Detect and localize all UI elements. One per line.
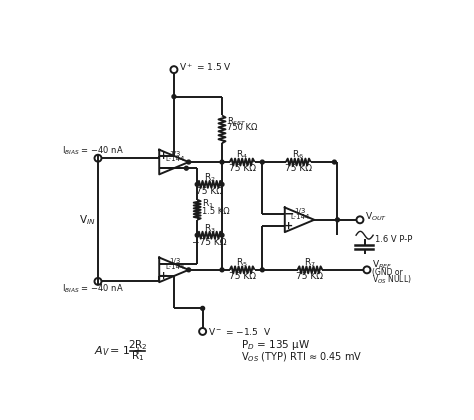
Text: V$_{OS}$ (TYP) RTI ≈ 0.45 mV: V$_{OS}$ (TYP) RTI ≈ 0.45 mV [241,350,363,364]
Circle shape [195,182,199,186]
Text: I$_{BIAS}$ = −40 nA: I$_{BIAS}$ = −40 nA [62,283,124,295]
Text: L·144: L·144 [291,214,310,220]
Text: −75 KΩ: −75 KΩ [192,238,227,247]
Text: R$_{SET}$: R$_{SET}$ [227,116,246,128]
Text: −: − [158,162,168,175]
Text: I$_{BIAS}$ = −40 nA: I$_{BIAS}$ = −40 nA [62,144,124,157]
Text: R$_1$: R$_1$ [131,349,144,363]
Circle shape [260,268,264,272]
Text: 75 KΩ: 75 KΩ [296,272,323,281]
Circle shape [220,182,224,186]
Text: 75 KΩ: 75 KΩ [196,187,223,196]
Text: = 1 +: = 1 + [109,346,142,356]
Text: R$_5$: R$_5$ [236,257,248,269]
Circle shape [184,166,188,170]
Text: R$_6$: R$_6$ [292,149,304,161]
Circle shape [187,268,191,272]
Circle shape [336,218,339,222]
Text: R$_4$: R$_4$ [236,149,248,161]
Text: 75 KΩ: 75 KΩ [285,165,312,173]
Text: V$_{OS}$ NULL): V$_{OS}$ NULL) [373,273,412,286]
Text: R$_2$: R$_2$ [204,171,216,184]
Circle shape [201,307,205,310]
Text: 1/3: 1/3 [169,151,181,157]
Text: V$_{REF}$: V$_{REF}$ [373,259,392,271]
Text: +: + [284,221,293,231]
Text: 1/3: 1/3 [294,208,306,214]
Text: 75 KΩ: 75 KΩ [228,272,255,281]
Text: 1.5 KΩ: 1.5 KΩ [202,207,229,216]
Text: (GND or: (GND or [373,268,403,278]
Text: V$_{IN}$: V$_{IN}$ [79,213,96,227]
Circle shape [195,233,199,237]
Text: 750 KΩ: 750 KΩ [227,123,257,132]
Text: 2R$_2$: 2R$_2$ [128,339,147,352]
Text: A$_V$: A$_V$ [94,344,110,357]
Text: V$_{OUT}$: V$_{OUT}$ [365,210,388,223]
Circle shape [260,160,264,164]
Text: −: − [283,207,294,220]
Text: L·144: L·144 [165,264,184,270]
Text: 1.6 V P-P: 1.6 V P-P [375,234,413,244]
Text: R$_3$: R$_3$ [204,222,216,234]
Text: 75 KΩ: 75 KΩ [228,165,255,173]
Text: R$_1$: R$_1$ [202,197,214,210]
Text: 1/3: 1/3 [169,258,181,264]
Text: V$^-$ = −1.5  V: V$^-$ = −1.5 V [208,326,271,337]
Text: +: + [158,151,168,161]
Circle shape [172,94,176,99]
Circle shape [220,268,224,272]
Text: L·144: L·144 [165,156,184,162]
Text: V$^+$ = 1.5 V: V$^+$ = 1.5 V [179,61,232,73]
Circle shape [187,160,191,164]
Circle shape [220,233,224,237]
Text: P$_D$ = 135 μW: P$_D$ = 135 μW [241,338,310,352]
Text: R$_7$: R$_7$ [304,257,316,269]
Circle shape [220,160,224,164]
Text: −: − [158,257,168,270]
Text: +: + [158,271,168,281]
Circle shape [332,160,337,164]
